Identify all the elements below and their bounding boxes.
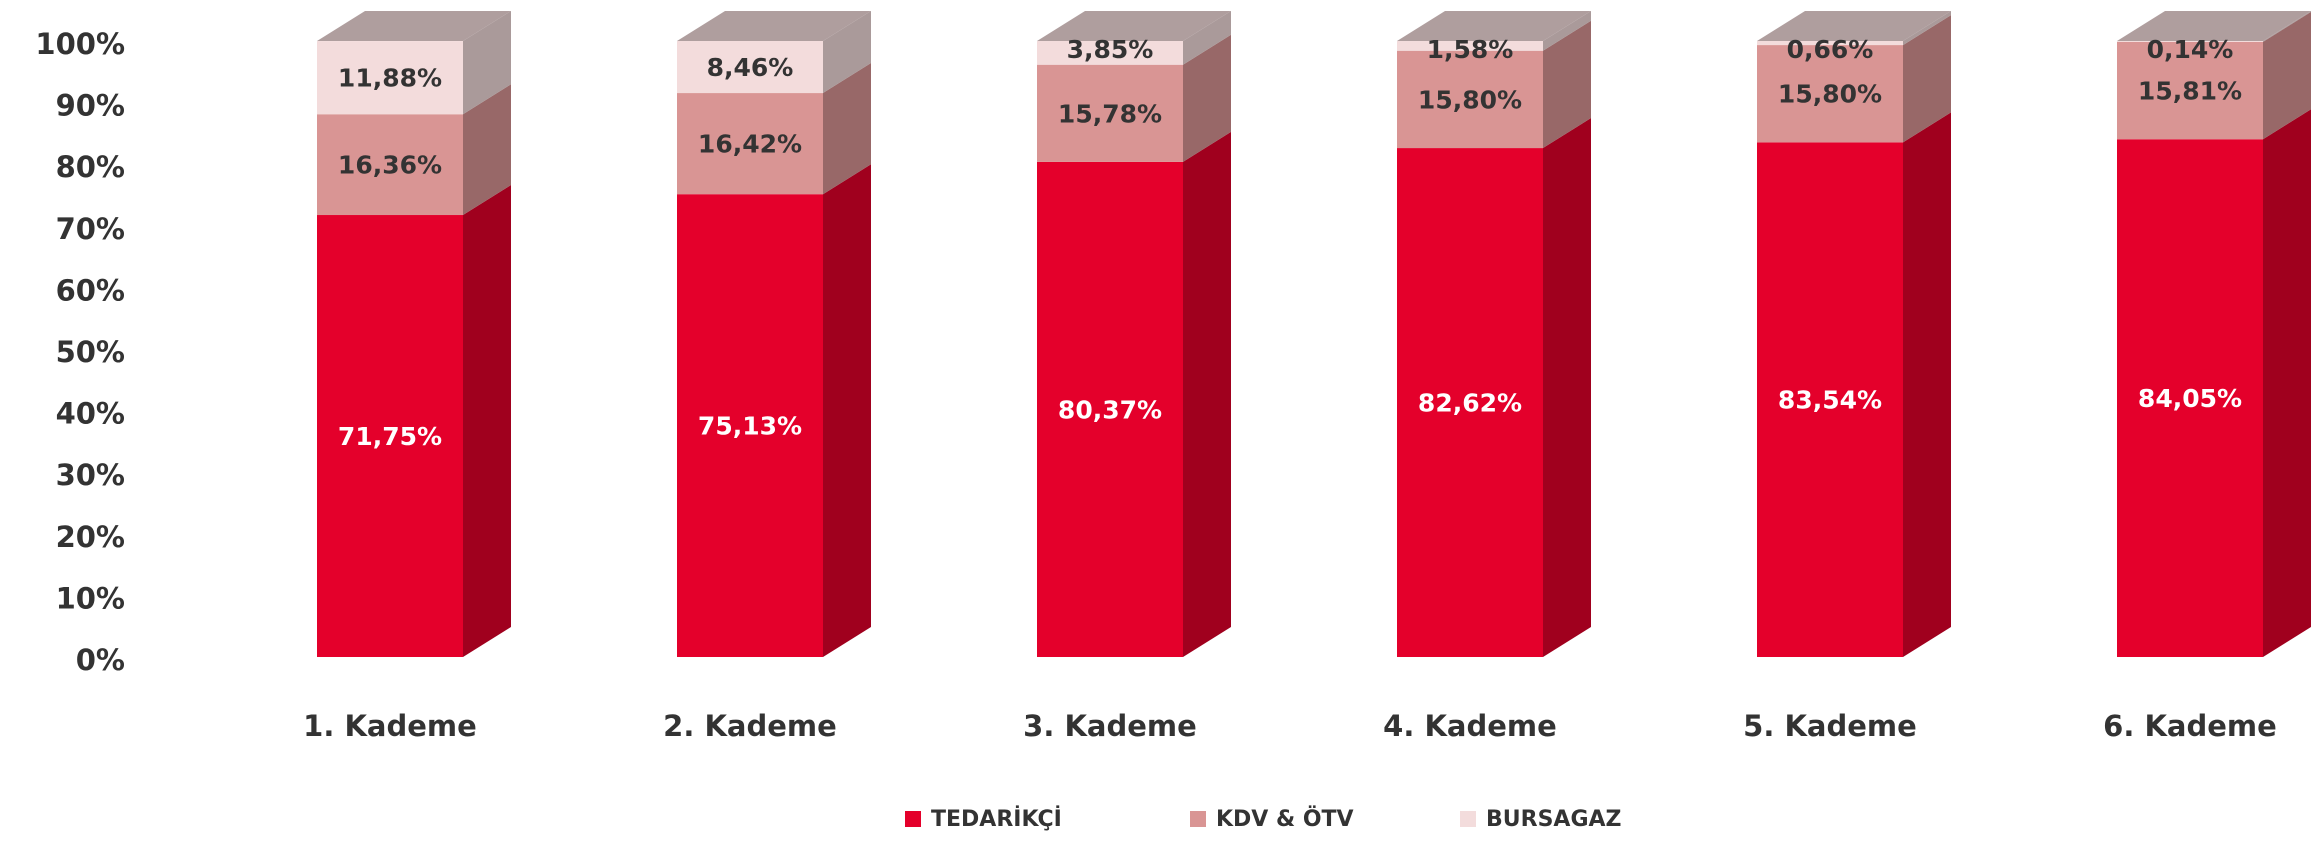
data-label: 16,42% xyxy=(698,130,802,159)
bar-top xyxy=(1757,11,1951,41)
legend-swatch xyxy=(905,811,921,827)
data-label: 8,46% xyxy=(707,53,794,82)
bar-segment xyxy=(317,114,463,216)
legend-label: BURSAGAZ xyxy=(1486,807,1621,832)
bar-side xyxy=(1903,15,1951,143)
data-label: 0,66% xyxy=(1787,35,1874,64)
data-label: 15,81% xyxy=(2138,77,2242,106)
x-tick-label: 5. Kademe xyxy=(1743,709,1917,743)
y-tick-label: 70% xyxy=(56,212,125,246)
data-label: 71,75% xyxy=(338,422,442,451)
y-tick-label: 10% xyxy=(56,581,125,615)
y-tick-label: 80% xyxy=(56,150,125,184)
data-label: 0,14% xyxy=(2147,35,2234,64)
x-tick-label: 2. Kademe xyxy=(663,709,837,743)
data-label: 15,80% xyxy=(1418,85,1522,114)
legend-label: KDV & ÖTV xyxy=(1216,806,1354,832)
bar-segment xyxy=(1037,161,1183,657)
y-tick-label: 20% xyxy=(56,520,125,554)
y-tick-label: 30% xyxy=(56,458,125,492)
y-tick-label: 50% xyxy=(56,335,125,369)
bar-segment xyxy=(2117,41,2263,42)
bar-side xyxy=(1543,118,1591,658)
data-label: 16,36% xyxy=(338,151,442,180)
bar-side xyxy=(2263,11,2311,42)
y-tick-label: 40% xyxy=(56,397,125,431)
bar-segment xyxy=(1037,41,1183,65)
bar-segment xyxy=(1757,142,1903,657)
bar-side xyxy=(463,11,511,115)
bar-segment xyxy=(677,194,823,657)
bar-side xyxy=(1183,131,1231,658)
y-tick-label: 100% xyxy=(35,27,125,61)
bar-side xyxy=(823,10,871,94)
bar-segment xyxy=(317,41,463,115)
bar-side xyxy=(463,185,511,657)
data-label: 15,80% xyxy=(1778,80,1882,109)
bar-top xyxy=(2117,11,2311,41)
bar-segment xyxy=(317,215,463,657)
data-label: 80,37% xyxy=(1058,395,1162,424)
legend-label: TEDARİKÇİ xyxy=(931,806,1062,832)
bar-segment xyxy=(1397,148,1543,658)
bar-side xyxy=(1903,11,1951,46)
bar-segment xyxy=(1397,50,1543,149)
data-label: 3,85% xyxy=(1067,35,1154,64)
bar-side xyxy=(2263,11,2311,140)
bar-side xyxy=(2263,109,2311,657)
bar-segment xyxy=(1757,45,1903,143)
bar-top xyxy=(317,11,511,42)
bar-segment xyxy=(1397,41,1543,51)
bar-side xyxy=(1543,11,1591,51)
bar-top xyxy=(677,10,871,41)
legend-swatch xyxy=(1460,811,1476,827)
bar-segment xyxy=(2117,41,2263,140)
x-tick-label: 1. Kademe xyxy=(303,709,477,743)
data-label: 1,58% xyxy=(1427,35,1514,64)
bar-segment xyxy=(677,93,823,195)
bar-side xyxy=(823,63,871,195)
y-tick-label: 0% xyxy=(76,643,125,677)
x-tick-label: 4. Kademe xyxy=(1383,709,1557,743)
bar-segment xyxy=(1757,41,1903,46)
bar-side xyxy=(1543,20,1591,149)
bar-side xyxy=(1183,34,1231,162)
bar-side xyxy=(1183,11,1231,65)
bar-top xyxy=(1397,11,1591,41)
bar-top xyxy=(1037,11,1231,41)
bar-side xyxy=(463,84,511,216)
bar-side xyxy=(1903,112,1951,657)
data-label: 11,88% xyxy=(338,64,442,93)
data-label: 75,13% xyxy=(698,412,802,441)
bar-segment xyxy=(1037,64,1183,162)
x-tick-label: 3. Kademe xyxy=(1023,709,1197,743)
bar-side xyxy=(823,164,871,657)
bar-segment xyxy=(677,40,823,94)
legend-swatch xyxy=(1190,811,1206,827)
data-label: 84,05% xyxy=(2138,384,2242,413)
data-label: 15,78% xyxy=(1058,99,1162,128)
data-label: 82,62% xyxy=(1418,389,1522,418)
x-tick-label: 6. Kademe xyxy=(2103,709,2277,743)
bar-segment xyxy=(2117,139,2263,657)
y-tick-label: 90% xyxy=(56,89,125,123)
data-label: 83,54% xyxy=(1778,386,1882,415)
y-tick-label: 60% xyxy=(56,273,125,307)
